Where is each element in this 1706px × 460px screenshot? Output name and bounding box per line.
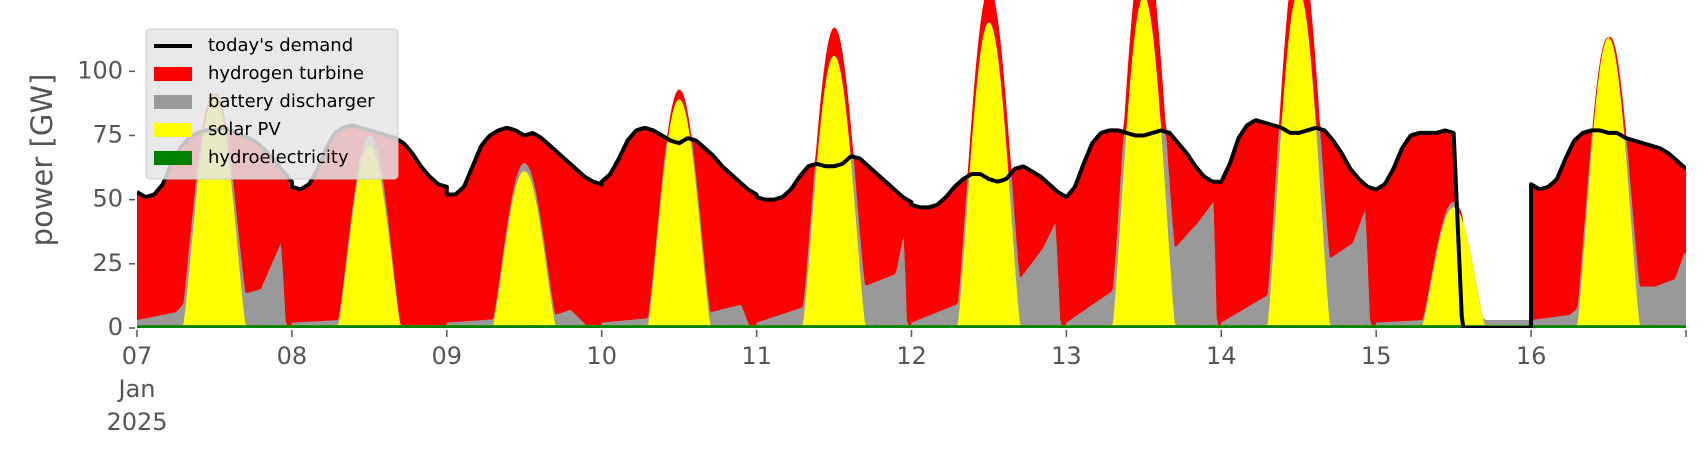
x-tick-label: 14: [1206, 342, 1237, 370]
hydroelectricity-area-day-8: [291, 325, 448, 328]
x-tick-label: 12: [896, 342, 927, 370]
x-tick-label: 11: [741, 342, 772, 370]
x-tick-label: 15: [1361, 342, 1392, 370]
x-tick-label: 16: [1516, 342, 1547, 370]
hydroelectricity-area-day-7: [137, 325, 293, 328]
legend-label: hydroelectricity: [208, 147, 349, 168]
legend: today's demand hydrogen turbine battery di…: [145, 28, 399, 180]
hydroelectricity-area-day-13: [1066, 325, 1222, 328]
legend-label: battery discharger: [208, 91, 375, 112]
hydroelectricity-area-day-11: [756, 325, 912, 328]
y-tick-label: 75: [92, 121, 123, 149]
hydroelectricity-area-day-12: [911, 325, 1067, 328]
legend-swatch: [154, 123, 192, 137]
legend-box: [145, 28, 399, 180]
x-tick-label: Jan: [117, 375, 156, 403]
legend-label: today's demand: [208, 35, 353, 56]
axes: 0 25 50 75 100 07 Jan 2025 08 09 10 11 12 13 14 15 16: [77, 56, 1687, 436]
hydroelectricity-area-day-9: [446, 325, 602, 328]
y-tick-label: 0: [108, 313, 123, 341]
hydroelectricity-area-day-16: [1530, 325, 1686, 328]
hydroelectricity-area-day-10: [601, 325, 757, 328]
legend-label: hydrogen turbine: [208, 63, 364, 84]
y-tick-label: 100: [77, 56, 123, 84]
x-tick-label: 08: [277, 342, 308, 370]
y-axis-label: power [GW]: [25, 74, 59, 247]
legend-swatch: [154, 151, 192, 165]
x-tick-label: 2025: [106, 408, 167, 436]
x-tick-label: 13: [1051, 342, 1082, 370]
x-tick-label: 07: [122, 342, 153, 370]
x-tick-label: 09: [432, 342, 463, 370]
y-tick-label: 25: [92, 249, 123, 277]
legend-swatch: [154, 67, 192, 81]
hydroelectricity-area-day-14: [1221, 325, 1377, 328]
y-tick-label: 50: [92, 185, 123, 213]
legend-swatch: [154, 95, 192, 109]
legend-label: solar PV: [208, 119, 281, 140]
plot-areas: [137, 0, 1686, 328]
x-tick-label: 10: [586, 342, 617, 370]
